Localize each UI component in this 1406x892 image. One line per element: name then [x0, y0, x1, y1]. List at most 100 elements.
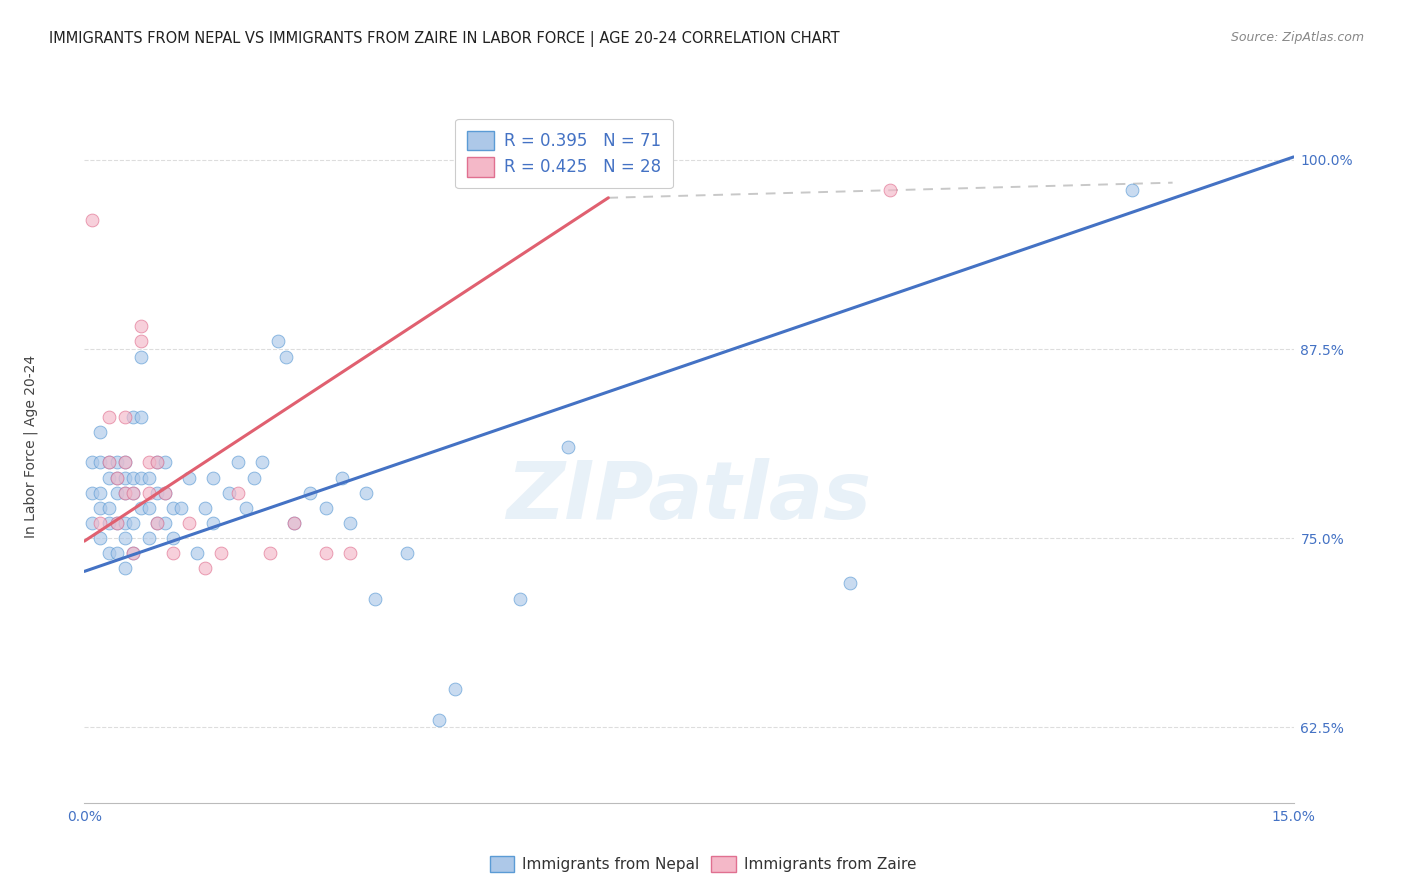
Point: [105, 470, 128, 484]
Point: [242, 470, 264, 484]
Point: [97, 410, 120, 425]
Text: Source: ZipAtlas.com: Source: ZipAtlas.com: [1230, 31, 1364, 45]
Point: [427, 713, 450, 727]
Point: [129, 500, 152, 515]
Point: [105, 516, 128, 530]
Point: [146, 516, 169, 530]
Point: [121, 485, 143, 500]
Point: [226, 455, 249, 469]
Point: [162, 546, 184, 560]
Point: [89, 455, 111, 469]
Point: [82, 516, 104, 530]
Point: [315, 546, 337, 560]
Point: [444, 682, 467, 697]
Point: [97, 546, 120, 560]
Point: [105, 485, 128, 500]
Point: [82, 455, 104, 469]
Point: [162, 531, 184, 545]
Point: [209, 546, 232, 560]
Point: [114, 531, 136, 545]
Point: [129, 319, 152, 334]
Point: [89, 425, 111, 440]
Point: [97, 470, 120, 484]
Point: [226, 485, 249, 500]
Point: [146, 485, 169, 500]
Point: [82, 213, 104, 227]
Point: [105, 516, 128, 530]
Point: [153, 485, 176, 500]
Point: [129, 410, 152, 425]
Text: IMMIGRANTS FROM NEPAL VS IMMIGRANTS FROM ZAIRE IN LABOR FORCE | AGE 20-24 CORREL: IMMIGRANTS FROM NEPAL VS IMMIGRANTS FROM…: [49, 31, 839, 47]
Point: [363, 591, 385, 606]
Text: ZIPatlas: ZIPatlas: [506, 458, 872, 536]
Point: [97, 455, 120, 469]
Legend: R = 0.395   N = 71, R = 0.425   N = 28: R = 0.395 N = 71, R = 0.425 N = 28: [456, 119, 672, 188]
Point: [179, 516, 201, 530]
Point: [138, 500, 160, 515]
Legend: Immigrants from Nepal, Immigrants from Zaire: Immigrants from Nepal, Immigrants from Z…: [482, 848, 924, 880]
Point: [121, 546, 143, 560]
Point: [315, 500, 337, 515]
Point: [250, 455, 273, 469]
Point: [114, 455, 136, 469]
Point: [395, 546, 418, 560]
Point: [114, 455, 136, 469]
Point: [274, 350, 297, 364]
Point: [97, 455, 120, 469]
Point: [839, 576, 862, 591]
Point: [339, 516, 361, 530]
Point: [283, 516, 305, 530]
Point: [114, 561, 136, 575]
Point: [121, 485, 143, 500]
Point: [330, 470, 353, 484]
Point: [121, 410, 143, 425]
Point: [129, 334, 152, 349]
Point: [89, 531, 111, 545]
Point: [114, 410, 136, 425]
Point: [339, 546, 361, 560]
Text: In Labor Force | Age 20-24: In Labor Force | Age 20-24: [24, 354, 38, 538]
Point: [235, 500, 257, 515]
Point: [1121, 183, 1143, 197]
Point: [170, 500, 193, 515]
Point: [138, 485, 160, 500]
Point: [162, 500, 184, 515]
Point: [267, 334, 290, 349]
Point: [138, 455, 160, 469]
Point: [89, 485, 111, 500]
Point: [138, 531, 160, 545]
Point: [105, 546, 128, 560]
Point: [114, 470, 136, 484]
Point: [97, 500, 120, 515]
Point: [194, 500, 217, 515]
Point: [114, 516, 136, 530]
Point: [97, 516, 120, 530]
Point: [129, 350, 152, 364]
Point: [879, 183, 901, 197]
Point: [283, 516, 305, 530]
Point: [82, 485, 104, 500]
Point: [105, 455, 128, 469]
Point: [146, 455, 169, 469]
Point: [114, 485, 136, 500]
Point: [89, 516, 111, 530]
Point: [138, 470, 160, 484]
Point: [146, 455, 169, 469]
Point: [218, 485, 240, 500]
Point: [105, 470, 128, 484]
Point: [121, 546, 143, 560]
Point: [557, 441, 579, 455]
Point: [121, 516, 143, 530]
Point: [129, 470, 152, 484]
Point: [356, 485, 378, 500]
Point: [146, 516, 169, 530]
Point: [299, 485, 322, 500]
Point: [509, 591, 531, 606]
Point: [153, 455, 176, 469]
Point: [121, 470, 143, 484]
Point: [89, 500, 111, 515]
Point: [259, 546, 281, 560]
Point: [114, 485, 136, 500]
Point: [202, 516, 225, 530]
Point: [194, 561, 217, 575]
